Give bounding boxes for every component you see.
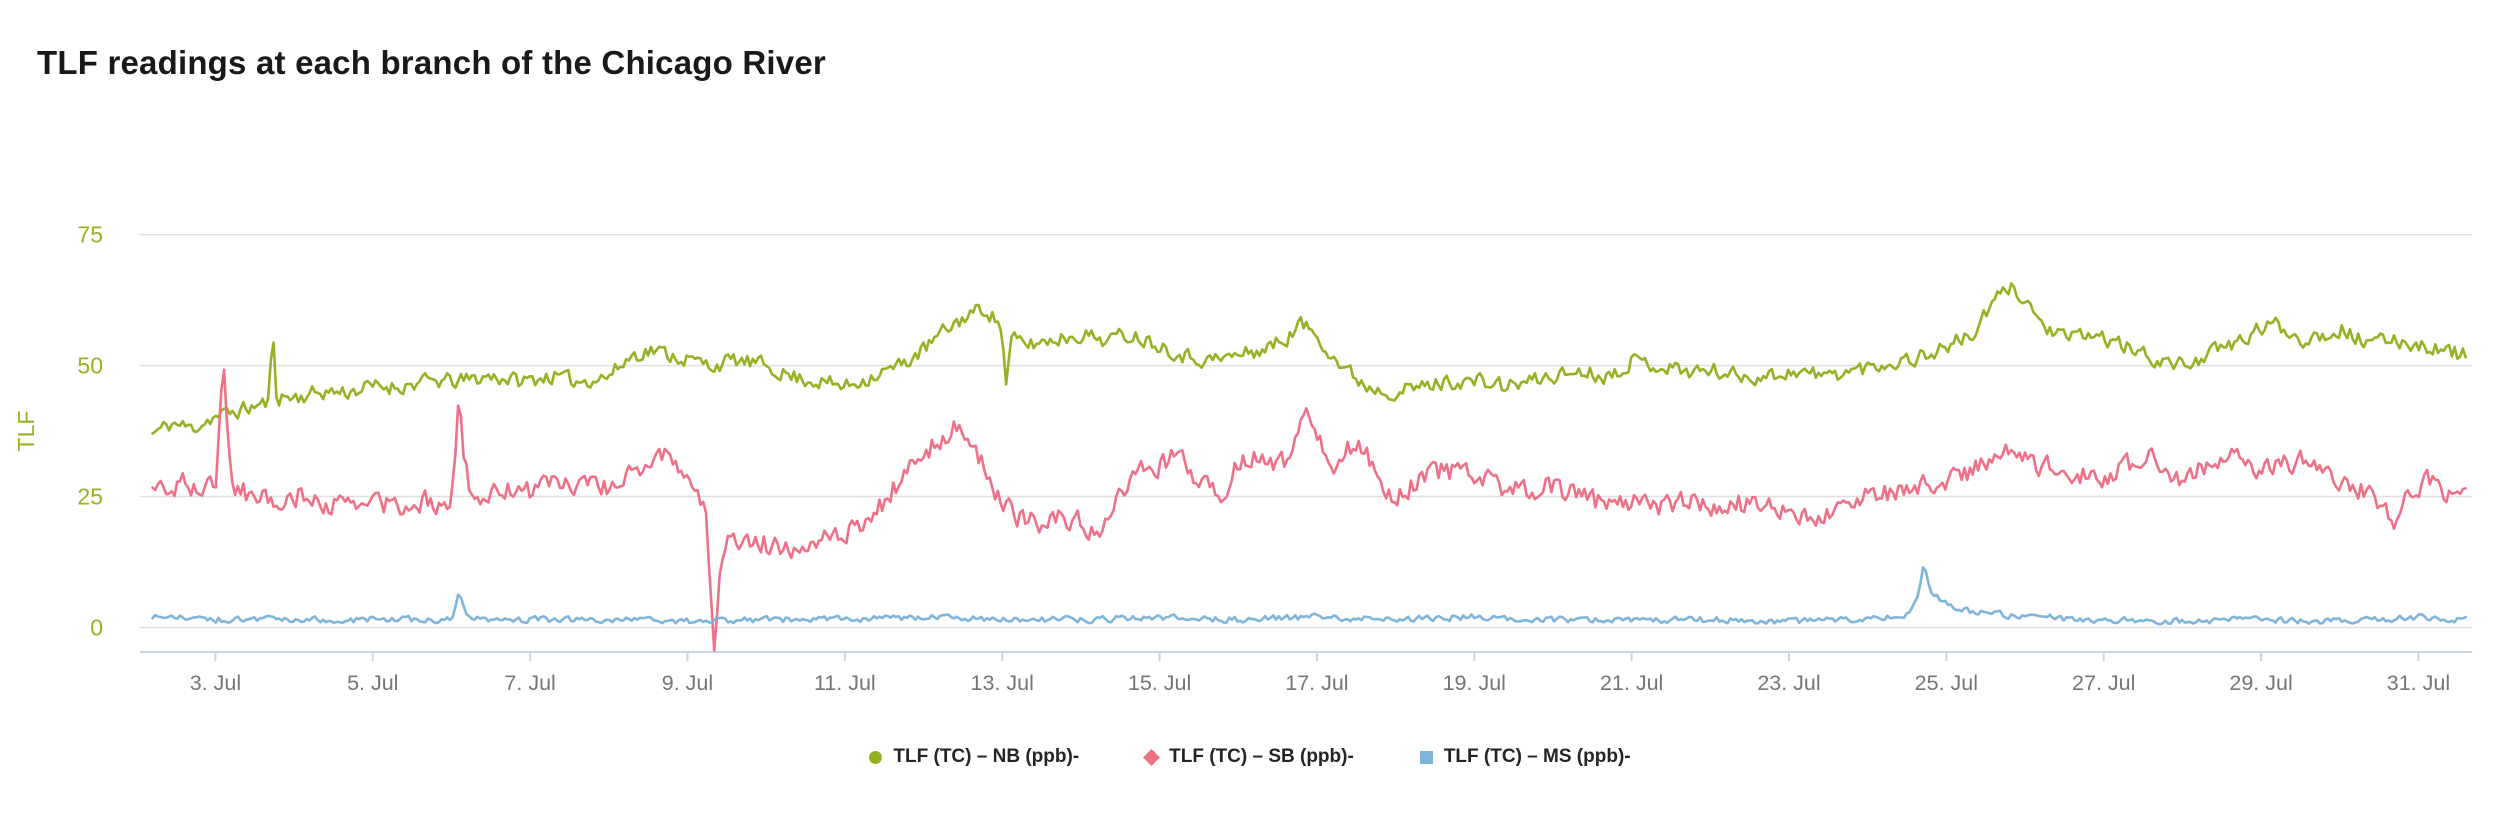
x-tick-label: 29. Jul — [2229, 671, 2292, 695]
x-tick-label: 21. Jul — [1600, 671, 1663, 695]
circle-marker-icon — [869, 750, 883, 764]
y-tick-label: 0 — [90, 615, 103, 641]
x-tick-label: 9. Jul — [662, 671, 713, 695]
legend-label-ms: TLF (TC) – MS (ppb)- — [1443, 746, 1631, 767]
x-tick-label: 3. Jul — [190, 671, 241, 695]
x-tick-label: 27. Jul — [2072, 671, 2135, 695]
x-tick-label: 19. Jul — [1443, 671, 1506, 695]
x-tick-label: 23. Jul — [1757, 671, 1820, 695]
x-tick-label: 31. Jul — [2387, 671, 2450, 695]
diamond-marker-icon — [1143, 748, 1161, 766]
x-tick-label: 5. Jul — [347, 671, 398, 695]
x-tick-label: 13. Jul — [971, 671, 1034, 695]
legend-item-sb: TLF (TC) – SB (ppb)- — [1143, 746, 1354, 768]
x-tick-label: 15. Jul — [1128, 671, 1191, 695]
legend-item-ms: TLF (TC) – MS (ppb)- — [1419, 746, 1631, 768]
legend-item-nb: TLF (TC) – NB (ppb)- — [869, 746, 1079, 768]
square-marker-icon — [1419, 750, 1433, 764]
y-tick-label: 50 — [77, 353, 103, 379]
series-line-ms — [151, 566, 2467, 626]
series-line-sb — [151, 368, 2467, 652]
y-tick-label: 75 — [77, 222, 103, 248]
x-tick-label: 17. Jul — [1285, 671, 1348, 695]
chart-title: TLF readings at each branch of the Chica… — [37, 44, 826, 81]
y-tick-label: 25 — [77, 484, 103, 510]
x-tick-label: 7. Jul — [504, 671, 555, 695]
legend-label-nb: TLF (TC) – NB (ppb)- — [893, 746, 1080, 767]
series-line-nb — [151, 282, 2467, 435]
chart-legend: TLF (TC) – NB (ppb)- TLF (TC) – SB (ppb)… — [0, 746, 2500, 768]
x-tick-label: 11. Jul — [814, 671, 876, 695]
legend-label-sb: TLF (TC) – SB (ppb)- — [1169, 746, 1354, 767]
x-tick-label: 25. Jul — [1915, 671, 1978, 695]
